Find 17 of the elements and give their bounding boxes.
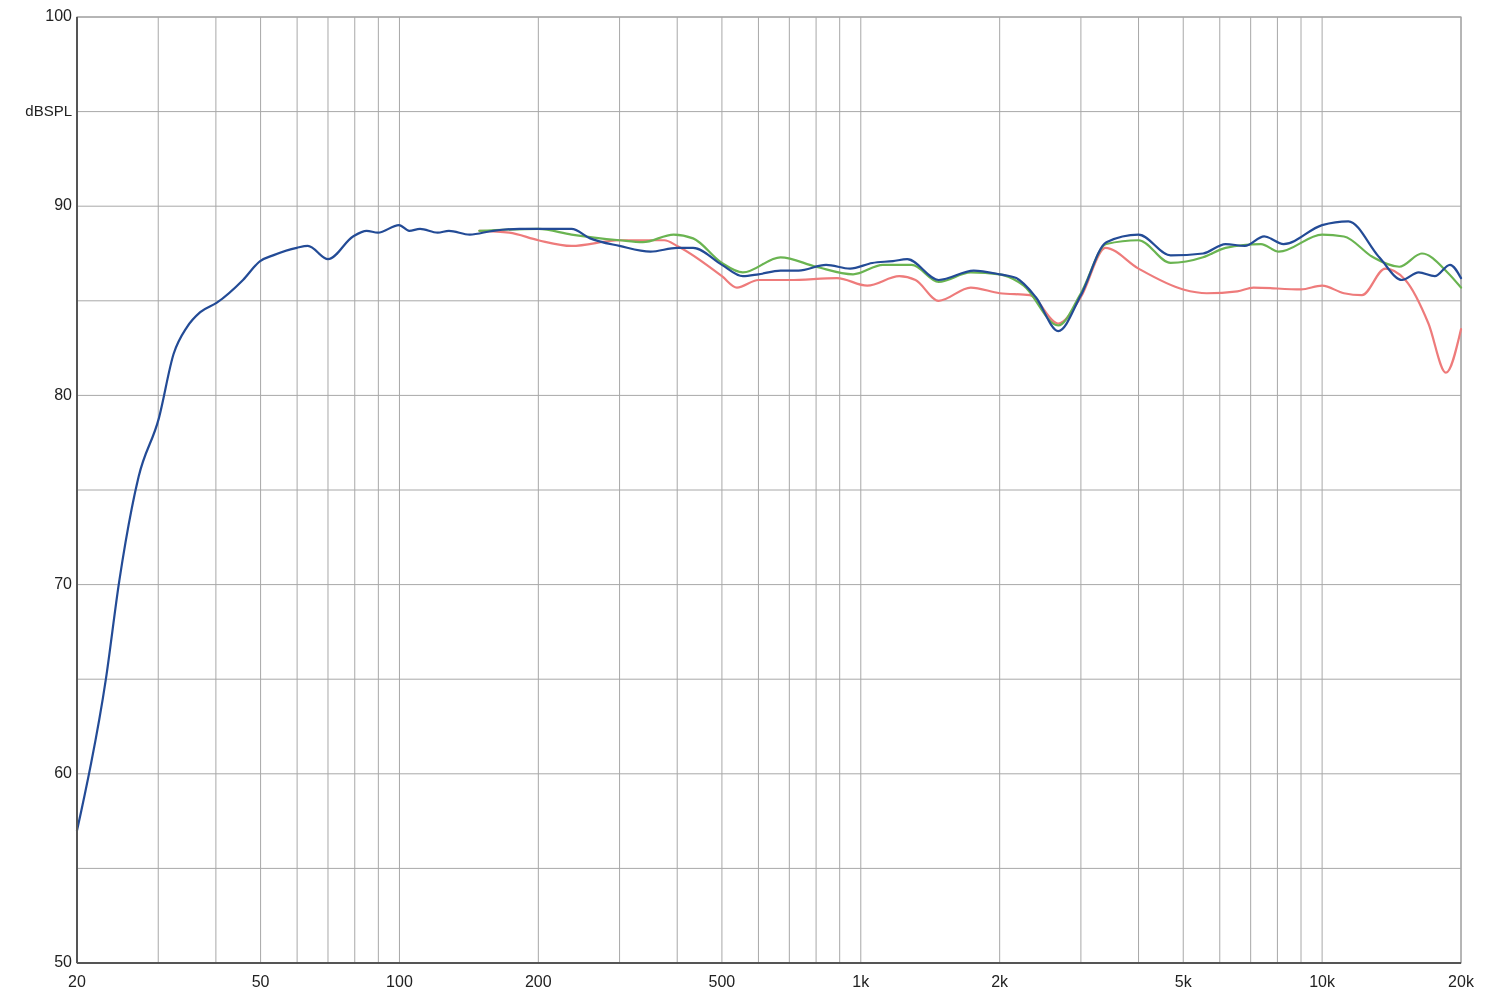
x-tick-label: 200	[524, 973, 552, 991]
x-tick-label: 20k	[1448, 973, 1475, 991]
y-tick-label: 90	[54, 196, 73, 214]
y-tick-label: 80	[54, 385, 73, 403]
y-tick-label: 50	[54, 953, 73, 971]
y-tick-label: 60	[54, 764, 73, 782]
y-tick-label: 100	[45, 7, 73, 25]
x-tick-label: 500	[708, 973, 736, 991]
x-tick-label: 100	[386, 973, 413, 991]
x-tick-label: 2k	[991, 973, 1010, 991]
x-tick-label: 20	[68, 973, 86, 991]
x-tick-label: 50	[251, 973, 270, 991]
x-tick-label: 1k	[852, 973, 871, 991]
x-tick-label: 5k	[1174, 973, 1193, 991]
x-tick-label: 10k	[1309, 973, 1337, 991]
y-axis-title: dBSPL	[25, 101, 72, 119]
y-tick-label: 70	[54, 574, 73, 592]
